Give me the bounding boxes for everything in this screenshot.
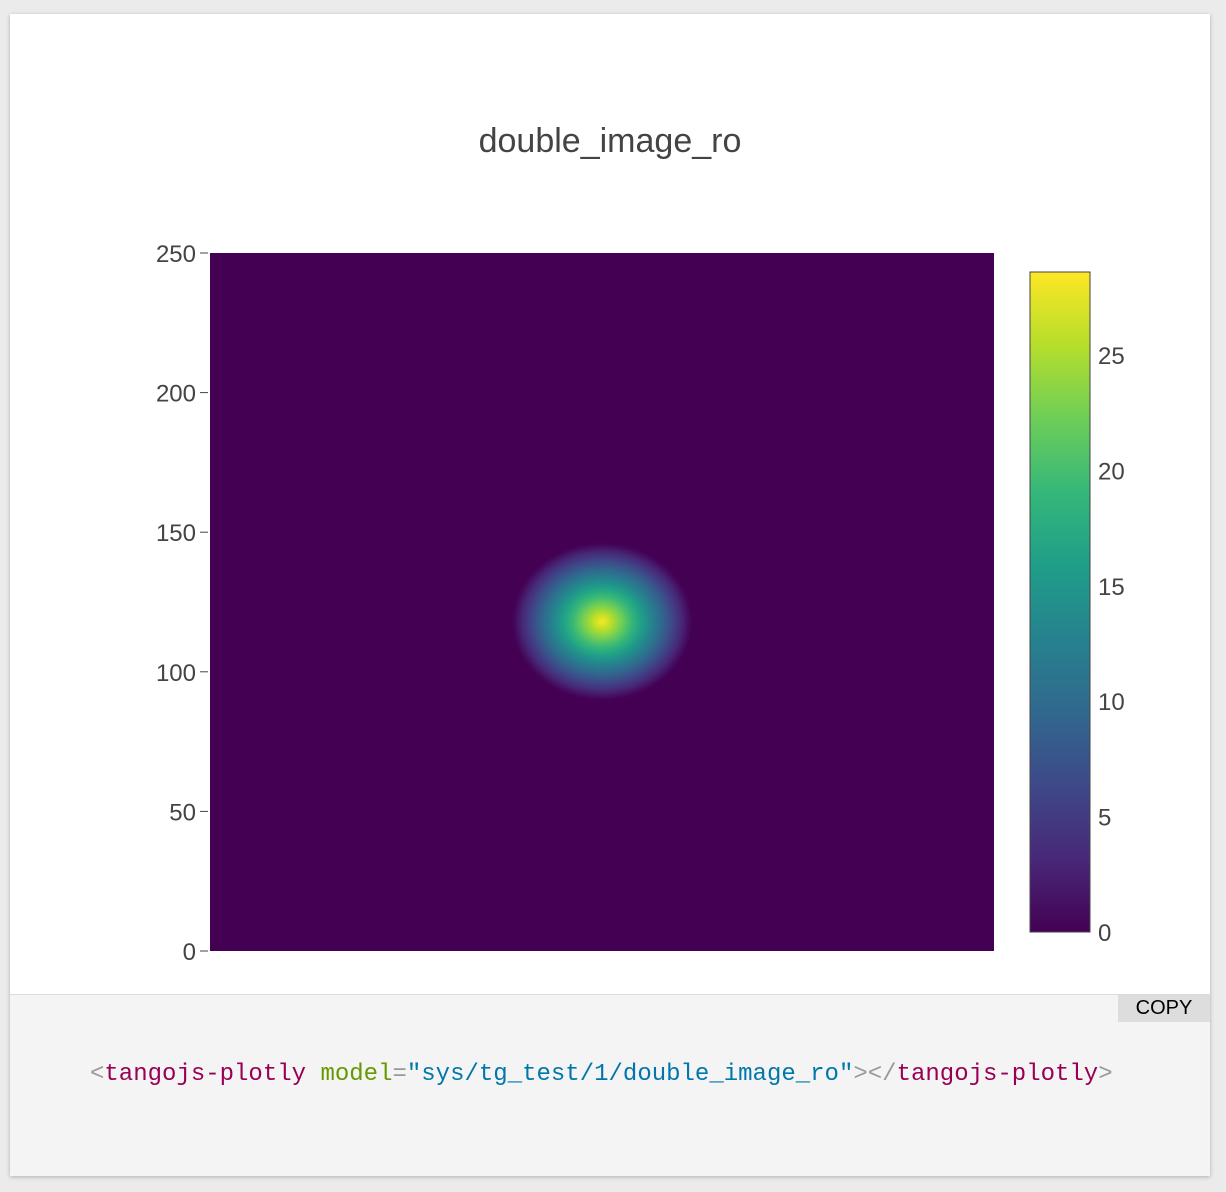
code-quote-open: " [406,1061,422,1088]
colorbar-tick-label: 5 [1098,805,1111,832]
code-tag-name: tangojs-plotly [104,1061,307,1088]
y-tick-label: 50 [169,799,196,826]
code-close-tag-name: tangojs-plotly [896,1061,1099,1088]
copy-button[interactable]: COPY [1118,995,1210,1022]
code-snippet: <tangojs-plotly model="sys/tg_test/1/dou… [90,1061,1170,1088]
heatmap-chart: double_image_ro 0 50 100 150 200 250 0 5 10 15 20… [156,122,1125,966]
colorbar: 0 5 10 15 20 25 [1029,271,1125,947]
colorbar-gradient [1029,271,1091,933]
code-snippet-panel: COPY <tangojs-plotly model="sys/tg_test/… [10,994,1210,1176]
y-tick-label: 150 [156,520,196,547]
code-quote-close: " [838,1061,854,1088]
plot-card: double_image_ro 0 50 100 150 200 250 0 5 10 15 20… [10,14,1210,1176]
colorbar-tick-label: 25 [1098,343,1125,370]
code-open-tag-end: > [853,1061,868,1088]
plot-area: double_image_ro 0 50 100 150 200 250 0 5 10 15 20… [10,14,1210,994]
y-tick-label: 0 [183,939,196,966]
y-tick-label: 200 [156,381,196,408]
code-attr-name: model [320,1061,393,1088]
code-close-tag-start: </ [867,1061,897,1088]
chart-title: double_image_ro [479,122,742,160]
y-tick-label: 250 [156,241,196,268]
code-close-tag-end: > [1098,1061,1113,1088]
colorbar-tick-label: 10 [1098,689,1125,716]
colorbar-tick-label: 20 [1098,458,1125,485]
heatmap-image [210,253,994,951]
code-equals: = [392,1061,407,1088]
colorbar-tick-label: 15 [1098,574,1125,601]
code-attr-value: sys/tg_test/1/double_image_ro [421,1061,839,1088]
y-tick-label: 100 [156,660,196,687]
y-axis: 0 50 100 150 200 250 [156,241,208,966]
code-open-bracket: < [90,1061,105,1088]
colorbar-tick-label: 0 [1098,920,1111,947]
